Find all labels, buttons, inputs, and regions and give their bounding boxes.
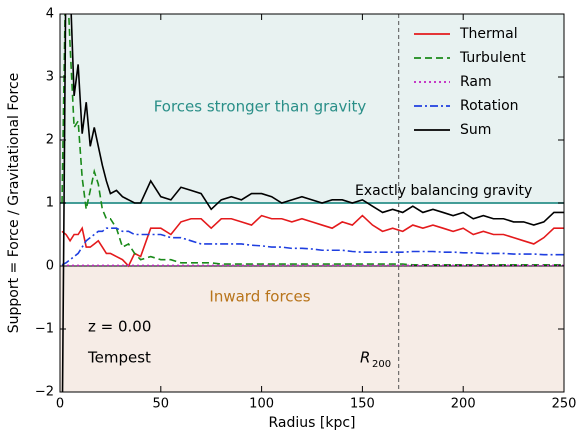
legend-label: Turbulent — [459, 50, 526, 66]
y-tick-label: 3 — [46, 70, 54, 85]
name-annotation: Tempest — [87, 349, 151, 367]
legend-label: Rotation — [460, 98, 519, 114]
legend-label: Thermal — [459, 26, 518, 42]
x-tick-label: 200 — [451, 397, 476, 412]
series-line — [61, 227, 564, 266]
below-annotation: Inward forces — [209, 288, 310, 306]
x-tick-label: 100 — [249, 397, 274, 412]
axes: 0 50 100 150 200 250 −2 −1 0 1 2 3 4 — [35, 7, 577, 412]
series-line — [61, 14, 564, 392]
y-tick-label: 2 — [46, 133, 54, 148]
x-tick-label: 150 — [350, 397, 375, 412]
x-tick-label: 50 — [153, 397, 170, 412]
above-region — [60, 14, 564, 203]
redshift-annotation: z = 0.00 — [88, 318, 151, 336]
legend-label: Ram — [460, 74, 492, 90]
r200-subscript: 200 — [372, 359, 391, 370]
legend-label: Sum — [460, 122, 491, 138]
y-axis-label: Support = Force / Gravitational Force — [6, 73, 22, 334]
x-tick-label: 250 — [552, 397, 577, 412]
y-tick-label: −1 — [35, 322, 54, 337]
y-tick-label: 0 — [46, 259, 54, 274]
r200-annotation: R — [360, 349, 370, 367]
above-annotation: Forces stronger than gravity — [154, 98, 367, 116]
y-tick-label: 4 — [46, 7, 54, 22]
x-axis-label: Radius [kpc] — [268, 415, 355, 431]
balance-annotation: Exactly balancing gravity — [355, 183, 532, 199]
series-line — [61, 214, 564, 268]
below-region — [60, 266, 564, 392]
y-tick-label: −2 — [35, 385, 54, 400]
plot-lines — [61, 14, 564, 392]
x-tick-label: 0 — [56, 397, 64, 412]
background-regions — [60, 14, 564, 392]
series-line — [61, 14, 564, 266]
y-tick-label: 1 — [46, 196, 54, 211]
legend: Thermal Turbulent Ram Rotation Sum — [414, 26, 526, 138]
